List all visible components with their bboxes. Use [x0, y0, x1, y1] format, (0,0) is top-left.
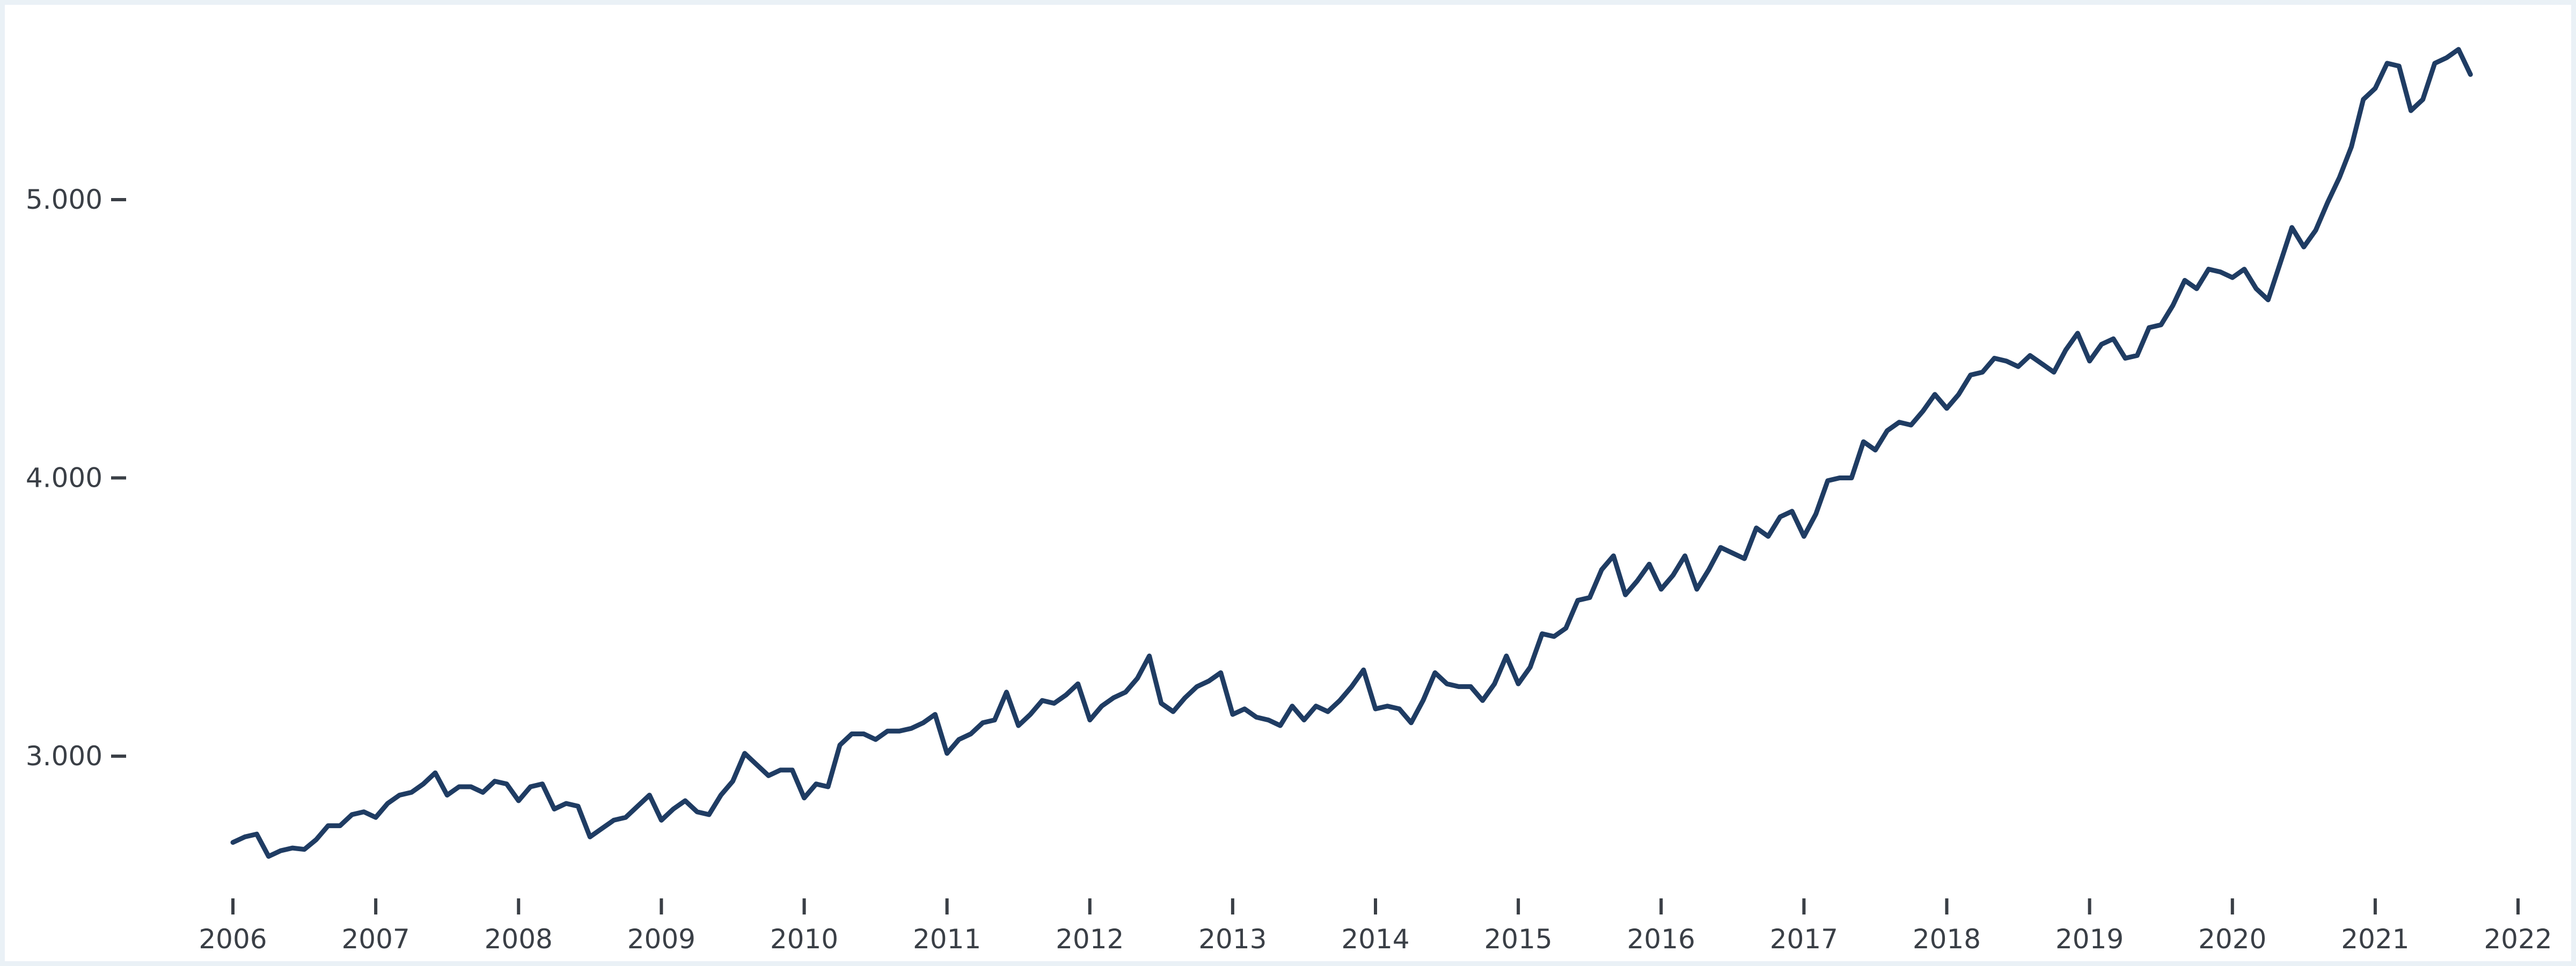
x-tick-label: 2006	[199, 924, 267, 955]
x-tick-label: 2008	[485, 924, 553, 955]
x-tick-label: 2010	[770, 924, 838, 955]
x-tick-label: 2018	[1913, 924, 1981, 955]
x-tick-label: 2007	[342, 924, 410, 955]
x-axis: 2006 2007 2008 2009 2010 2011 2012 2013 2014 2015…	[199, 898, 2552, 955]
x-tick-label: 2011	[913, 924, 981, 955]
x-tick-label: 2014	[1341, 924, 1409, 955]
y-tick-label: 4.000	[26, 463, 103, 494]
series-line	[230, 47, 2473, 859]
x-tick-label: 2016	[1627, 924, 1695, 955]
x-tick-label: 2015	[1484, 924, 1553, 955]
x-tick-label: 2012	[1056, 924, 1124, 955]
x-tick-label: 2013	[1198, 924, 1267, 955]
x-tick-label: 2009	[627, 924, 696, 955]
line-chart: 3.000 4.000 5.000 2006 2007 2008 2009 2010 2011…	[26, 47, 2552, 955]
chart-frame: 3.000 4.000 5.000 2006 2007 2008 2009 2010 2011…	[5, 5, 2571, 961]
y-axis: 3.000 4.000 5.000	[26, 184, 126, 772]
plot-area	[230, 47, 2473, 859]
x-tick-label: 2022	[2484, 924, 2552, 955]
x-tick-label: 2020	[2198, 924, 2266, 955]
x-tick-label: 2017	[1770, 924, 1838, 955]
x-tick-label: 2021	[2341, 924, 2409, 955]
y-tick-label: 5.000	[26, 184, 103, 215]
x-tick-label: 2019	[2055, 924, 2124, 955]
y-tick-label: 3.000	[26, 741, 103, 772]
